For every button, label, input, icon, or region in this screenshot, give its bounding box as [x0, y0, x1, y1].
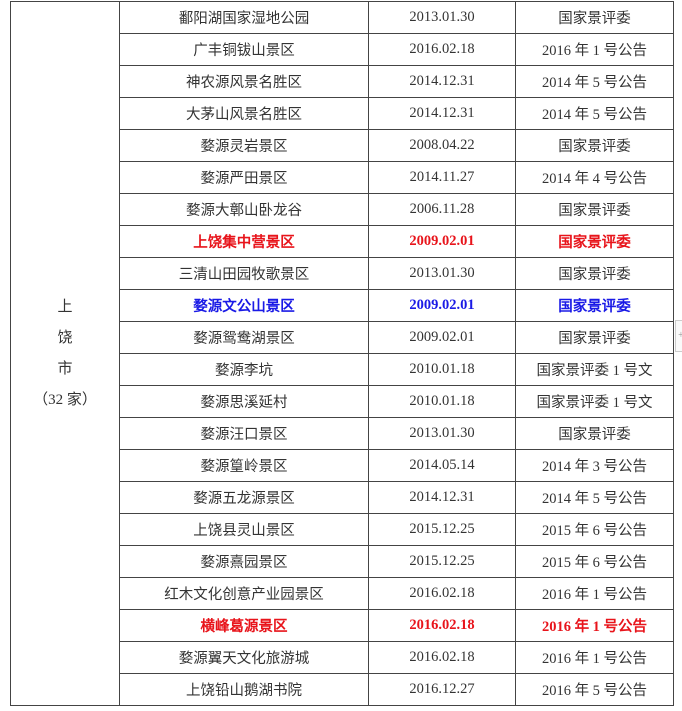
scenic-name-cell: 上饶县灵山景区	[119, 513, 369, 546]
city-cell: 上饶市 （32 家）	[10, 1, 120, 706]
source-cell: 国家景评委	[515, 1, 674, 34]
table-row: 婺源文公山景区 2009.02.01 国家景评委	[11, 289, 674, 322]
source-cell: 国家景评委	[515, 129, 674, 162]
date-cell: 2016.02.18	[368, 609, 516, 642]
source-cell: 2014 年 4 号公告	[515, 161, 674, 194]
city-label-line: 上	[57, 298, 73, 315]
table-row: 上饶集中营景区 2009.02.01 国家景评委	[11, 225, 674, 258]
date-cell: 2013.01.30	[368, 257, 516, 290]
source-cell: 2016 年 5 号公告	[515, 673, 674, 706]
date-cell: 2013.01.30	[368, 417, 516, 450]
table-row: 上饶市（32 家） 鄱阳湖国家湿地公园 2013.01.30 国家景评委	[10, 1, 674, 706]
table-body: 上饶市（32 家） 鄱阳湖国家湿地公园 2013.01.30 国家景评委 广丰铜钹山景区…	[10, 1, 674, 706]
table-row: 上饶县灵山景区 2015.12.25 2015 年 6 号公告	[11, 513, 674, 546]
table-row: 婺源灵岩景区 2008.04.22 国家景评委	[11, 129, 674, 162]
table-row: 神农源风景名胜区 2014.12.31 2014 年 5 号公告	[11, 65, 674, 98]
scenic-name-cell: 上饶铅山鹅湖书院	[119, 673, 369, 706]
date-cell: 2016.02.18	[368, 641, 516, 674]
date-cell: 2016.02.18	[368, 33, 516, 66]
city-label-line: 市	[57, 360, 73, 377]
date-cell: 2010.01.18	[368, 385, 516, 418]
date-cell: 2015.12.25	[368, 545, 516, 578]
date-cell: 2009.02.01	[368, 225, 516, 258]
scenic-name-cell: 婺源文公山景区	[119, 289, 369, 322]
date-cell: 2006.11.28	[368, 193, 516, 226]
city-label-line: （32 家）	[33, 391, 97, 408]
scenic-name-cell: 婺源鸳鸯湖景区	[119, 321, 369, 354]
source-cell: 国家景评委	[515, 225, 674, 258]
date-cell: 2013.01.30	[368, 1, 516, 34]
source-cell: 国家景评委	[515, 193, 674, 226]
source-cell: 2014 年 3 号公告	[515, 449, 674, 482]
table-row: 婺源严田景区 2014.11.27 2014 年 4 号公告	[11, 161, 674, 194]
scenic-name-cell: 三清山田园牧歌景区	[119, 257, 369, 290]
source-cell: 2015 年 6 号公告	[515, 513, 674, 546]
scenic-name-cell: 婺源五龙源景区	[119, 481, 369, 514]
source-cell: 2015 年 6 号公告	[515, 545, 674, 578]
table-row: 三清山田园牧歌景区 2013.01.30 国家景评委	[11, 257, 674, 290]
source-cell: 2016 年 1 号公告	[515, 577, 674, 610]
table-row: 横峰葛源景区 2016.02.18 2016 年 1 号公告	[11, 609, 674, 642]
date-cell: 2008.04.22	[368, 129, 516, 162]
city-label-line: 饶	[57, 329, 73, 346]
date-cell: 2014.12.31	[368, 97, 516, 130]
scenic-name-cell: 婺源汪口景区	[119, 417, 369, 450]
source-cell: 国家景评委	[515, 417, 674, 450]
scenic-name-cell: 鄱阳湖国家湿地公园	[119, 1, 369, 34]
scenic-name-cell: 婺源翼天文化旅游城	[119, 641, 369, 674]
source-cell: 2016 年 1 号公告	[515, 609, 674, 642]
scenic-name-cell: 婺源篁岭景区	[119, 449, 369, 482]
scenic-name-cell: 婺源大鄣山卧龙谷	[119, 193, 369, 226]
side-expand-tab[interactable]: +	[675, 320, 682, 352]
date-cell: 2010.01.18	[368, 353, 516, 386]
date-cell: 2009.02.01	[368, 321, 516, 354]
table-row: 上饶铅山鹅湖书院 2016.12.27 2016 年 5 号公告	[11, 673, 674, 706]
date-cell: 2014.11.27	[368, 161, 516, 194]
source-cell: 2016 年 1 号公告	[515, 641, 674, 674]
date-cell: 2014.12.31	[368, 65, 516, 98]
source-cell: 国家景评委	[515, 321, 674, 354]
date-cell: 2015.12.25	[368, 513, 516, 546]
scenic-area-table: 上饶市（32 家） 鄱阳湖国家湿地公园 2013.01.30 国家景评委 广丰铜钹山景区…	[10, 1, 674, 706]
scenic-name-cell: 婺源灵岩景区	[119, 129, 369, 162]
source-cell: 2014 年 5 号公告	[515, 65, 674, 98]
table-row: 婺源五龙源景区 2014.12.31 2014 年 5 号公告	[11, 481, 674, 514]
source-cell: 国家景评委 1 号文	[515, 353, 674, 386]
scenic-name-cell: 横峰葛源景区	[119, 609, 369, 642]
source-cell: 2016 年 1 号公告	[515, 33, 674, 66]
source-cell: 2014 年 5 号公告	[515, 97, 674, 130]
scenic-name-cell: 大茅山风景名胜区	[119, 97, 369, 130]
scenic-name-cell: 广丰铜钹山景区	[119, 33, 369, 66]
scenic-name-cell: 婺源熹园景区	[119, 545, 369, 578]
date-cell: 2016.12.27	[368, 673, 516, 706]
table-row: 婺源大鄣山卧龙谷 2006.11.28 国家景评委	[11, 193, 674, 226]
source-cell: 2014 年 5 号公告	[515, 481, 674, 514]
date-cell: 2014.05.14	[368, 449, 516, 482]
date-cell: 2016.02.18	[368, 577, 516, 610]
table-row: 婺源李坑 2010.01.18 国家景评委 1 号文	[11, 353, 674, 386]
table-row: 红木文化创意产业园景区 2016.02.18 2016 年 1 号公告	[11, 577, 674, 610]
table-row: 大茅山风景名胜区 2014.12.31 2014 年 5 号公告	[11, 97, 674, 130]
scenic-name-cell: 婺源思溪延村	[119, 385, 369, 418]
source-cell: 国家景评委	[515, 257, 674, 290]
scenic-name-cell: 婺源李坑	[119, 353, 369, 386]
table-row: 广丰铜钹山景区 2016.02.18 2016 年 1 号公告	[11, 33, 674, 66]
scenic-name-cell: 神农源风景名胜区	[119, 65, 369, 98]
source-cell: 国家景评委 1 号文	[515, 385, 674, 418]
scenic-name-cell: 红木文化创意产业园景区	[119, 577, 369, 610]
scenic-name-cell: 婺源严田景区	[119, 161, 369, 194]
date-cell: 2009.02.01	[368, 289, 516, 322]
scenic-name-cell: 上饶集中营景区	[119, 225, 369, 258]
date-cell: 2014.12.31	[368, 481, 516, 514]
table-row: 婺源鸳鸯湖景区 2009.02.01 国家景评委	[11, 321, 674, 354]
source-cell: 国家景评委	[515, 289, 674, 322]
